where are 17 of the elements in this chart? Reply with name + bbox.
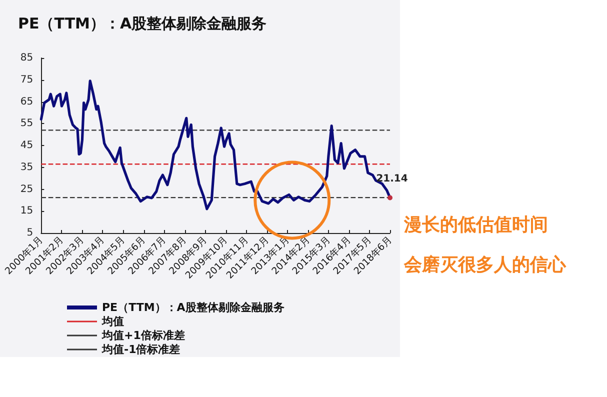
legend-label: 均值+1倍标准差 (101, 329, 185, 342)
text: 会磨灭很多人的信心 (403, 254, 567, 276)
y-tick-label: 45 (20, 140, 34, 151)
annotation: 21.14 (376, 174, 408, 185)
legend-label: PE（TTM）：A股整体剔除金融服务 (102, 301, 284, 314)
y-tick-label: 15 (20, 206, 34, 217)
y-tick-label: 55 (20, 118, 34, 130)
y-tick-label: 35 (20, 162, 34, 173)
legend-label: 均值-1倍标准差 (101, 343, 180, 356)
y-tick-label: 85 (20, 52, 34, 64)
legend-label: 均值 (101, 315, 124, 328)
text: 漫长的低估值时间 (403, 214, 548, 236)
y-tick-label: 25 (20, 184, 34, 195)
chart-title: PE（TTM）：A股整体剔除金融服务 (18, 14, 267, 32)
y-tick-label: 65 (20, 96, 34, 108)
y-tick-label: 75 (20, 74, 34, 86)
y-tick-label: 5 (26, 228, 34, 238)
